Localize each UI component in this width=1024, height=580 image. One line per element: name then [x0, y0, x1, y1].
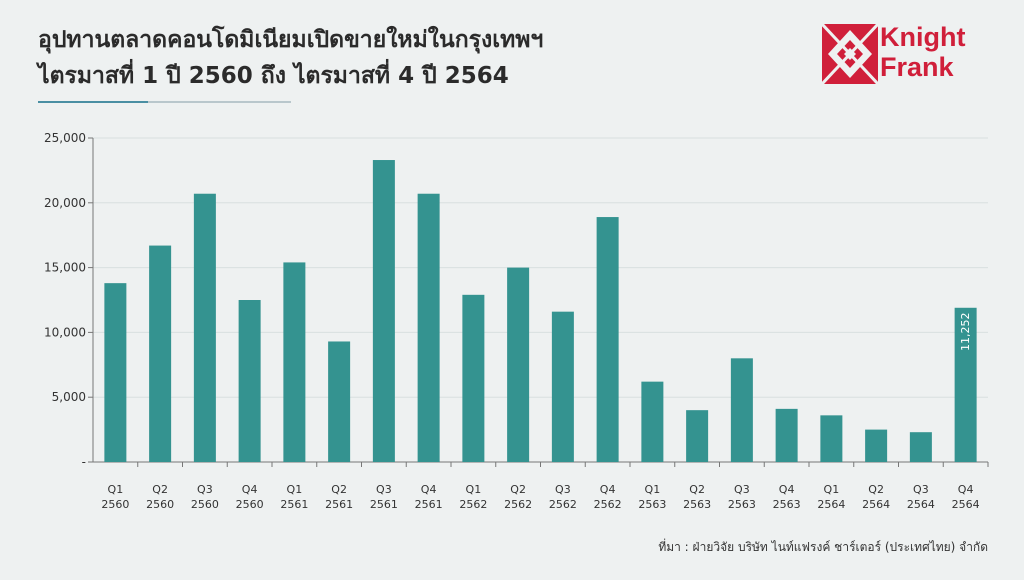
bar	[865, 429, 888, 462]
x-tick-label: 2562	[504, 498, 532, 511]
bar	[641, 381, 664, 462]
x-tick-label: 2560	[101, 498, 129, 511]
bar	[686, 410, 709, 462]
y-tick-label: -	[82, 455, 86, 469]
x-tick-label: 2560	[191, 498, 219, 511]
x-tick-label: Q3	[197, 483, 213, 496]
x-tick-label: 2564	[952, 498, 980, 511]
knight-frank-logo: Knight Frank	[820, 22, 992, 88]
bar	[909, 432, 932, 462]
x-tick-label: 2561	[280, 498, 308, 511]
x-tick-label: 2562	[549, 498, 577, 511]
y-tick-label: 10,000	[44, 325, 86, 339]
source-note: ที่มา : ฝ่ายวิจัย บริษัท ไนท์แฟรงค์ ชาร์…	[658, 540, 988, 554]
y-tick-label: 20,000	[44, 196, 86, 210]
x-tick-label: Q3	[376, 483, 392, 496]
x-tick-label: Q1	[108, 483, 124, 496]
bar	[417, 193, 440, 462]
x-tick-label: Q4	[958, 483, 974, 496]
logo-line-1: Knight	[880, 22, 966, 52]
x-tick-label: 2562	[594, 498, 622, 511]
y-tick-label: 25,000	[44, 131, 86, 145]
title-line-1: อุปทานตลาดคอนโดมิเนียมเปิดขายใหม่ในกรุงเ…	[38, 27, 544, 53]
bar	[193, 193, 216, 462]
bar	[283, 262, 306, 462]
x-tick-label: Q3	[913, 483, 929, 496]
logo-wordmark: Knight Frank	[880, 22, 965, 82]
bar	[596, 217, 619, 462]
x-tick-label: Q2	[510, 483, 526, 496]
data-label: 11,252	[959, 313, 972, 352]
bar	[820, 415, 843, 462]
x-tick-label: Q2	[868, 483, 884, 496]
title-underline	[38, 101, 291, 103]
bar	[372, 160, 395, 463]
bar	[775, 408, 798, 462]
bar	[954, 307, 977, 462]
x-tick-label: 2561	[415, 498, 443, 511]
x-tick-label: 2561	[370, 498, 398, 511]
bar	[462, 294, 485, 462]
x-tick-label: Q2	[152, 483, 168, 496]
logo-line-2: Frank	[880, 52, 954, 82]
x-tick-label: 2560	[236, 498, 264, 511]
x-tick-label: Q4	[421, 483, 437, 496]
x-tick-label: 2563	[728, 498, 756, 511]
bar	[730, 358, 753, 462]
x-tick-label: 2562	[459, 498, 487, 511]
x-tick-label: 2564	[862, 498, 890, 511]
x-tick-label: Q1	[824, 483, 840, 496]
title-line-2: ไตรมาสที่ 1 ปี 2560 ถึง ไตรมาสที่ 4 ปี 2…	[38, 63, 509, 89]
x-tick-label: 2560	[146, 498, 174, 511]
x-tick-label: Q1	[466, 483, 482, 496]
x-tick-label: Q2	[689, 483, 705, 496]
x-tick-label: Q4	[600, 483, 616, 496]
x-tick-label: Q1	[287, 483, 303, 496]
bar	[507, 267, 530, 462]
x-tick-label: Q3	[555, 483, 571, 496]
bar	[551, 311, 574, 462]
x-tick-label: Q4	[242, 483, 258, 496]
x-tick-label: 2564	[817, 498, 845, 511]
x-tick-label: Q2	[331, 483, 347, 496]
x-tick-label: 2563	[638, 498, 666, 511]
y-tick-label: 15,000	[44, 261, 86, 275]
bar	[149, 245, 172, 462]
x-tick-label: 2564	[907, 498, 935, 511]
y-tick-label: 5,000	[52, 390, 86, 404]
bar	[104, 283, 127, 462]
x-tick-label: 2563	[773, 498, 801, 511]
x-tick-label: Q4	[779, 483, 795, 496]
bar	[328, 341, 351, 462]
x-tick-label: 2563	[683, 498, 711, 511]
bar	[238, 300, 261, 462]
x-tick-label: Q1	[645, 483, 661, 496]
x-tick-label: 2561	[325, 498, 353, 511]
chart-title: อุปทานตลาดคอนโดมิเนียมเปิดขายใหม่ในกรุงเ…	[38, 22, 678, 94]
x-tick-label: Q3	[734, 483, 750, 496]
logo-mark-icon	[820, 22, 880, 86]
